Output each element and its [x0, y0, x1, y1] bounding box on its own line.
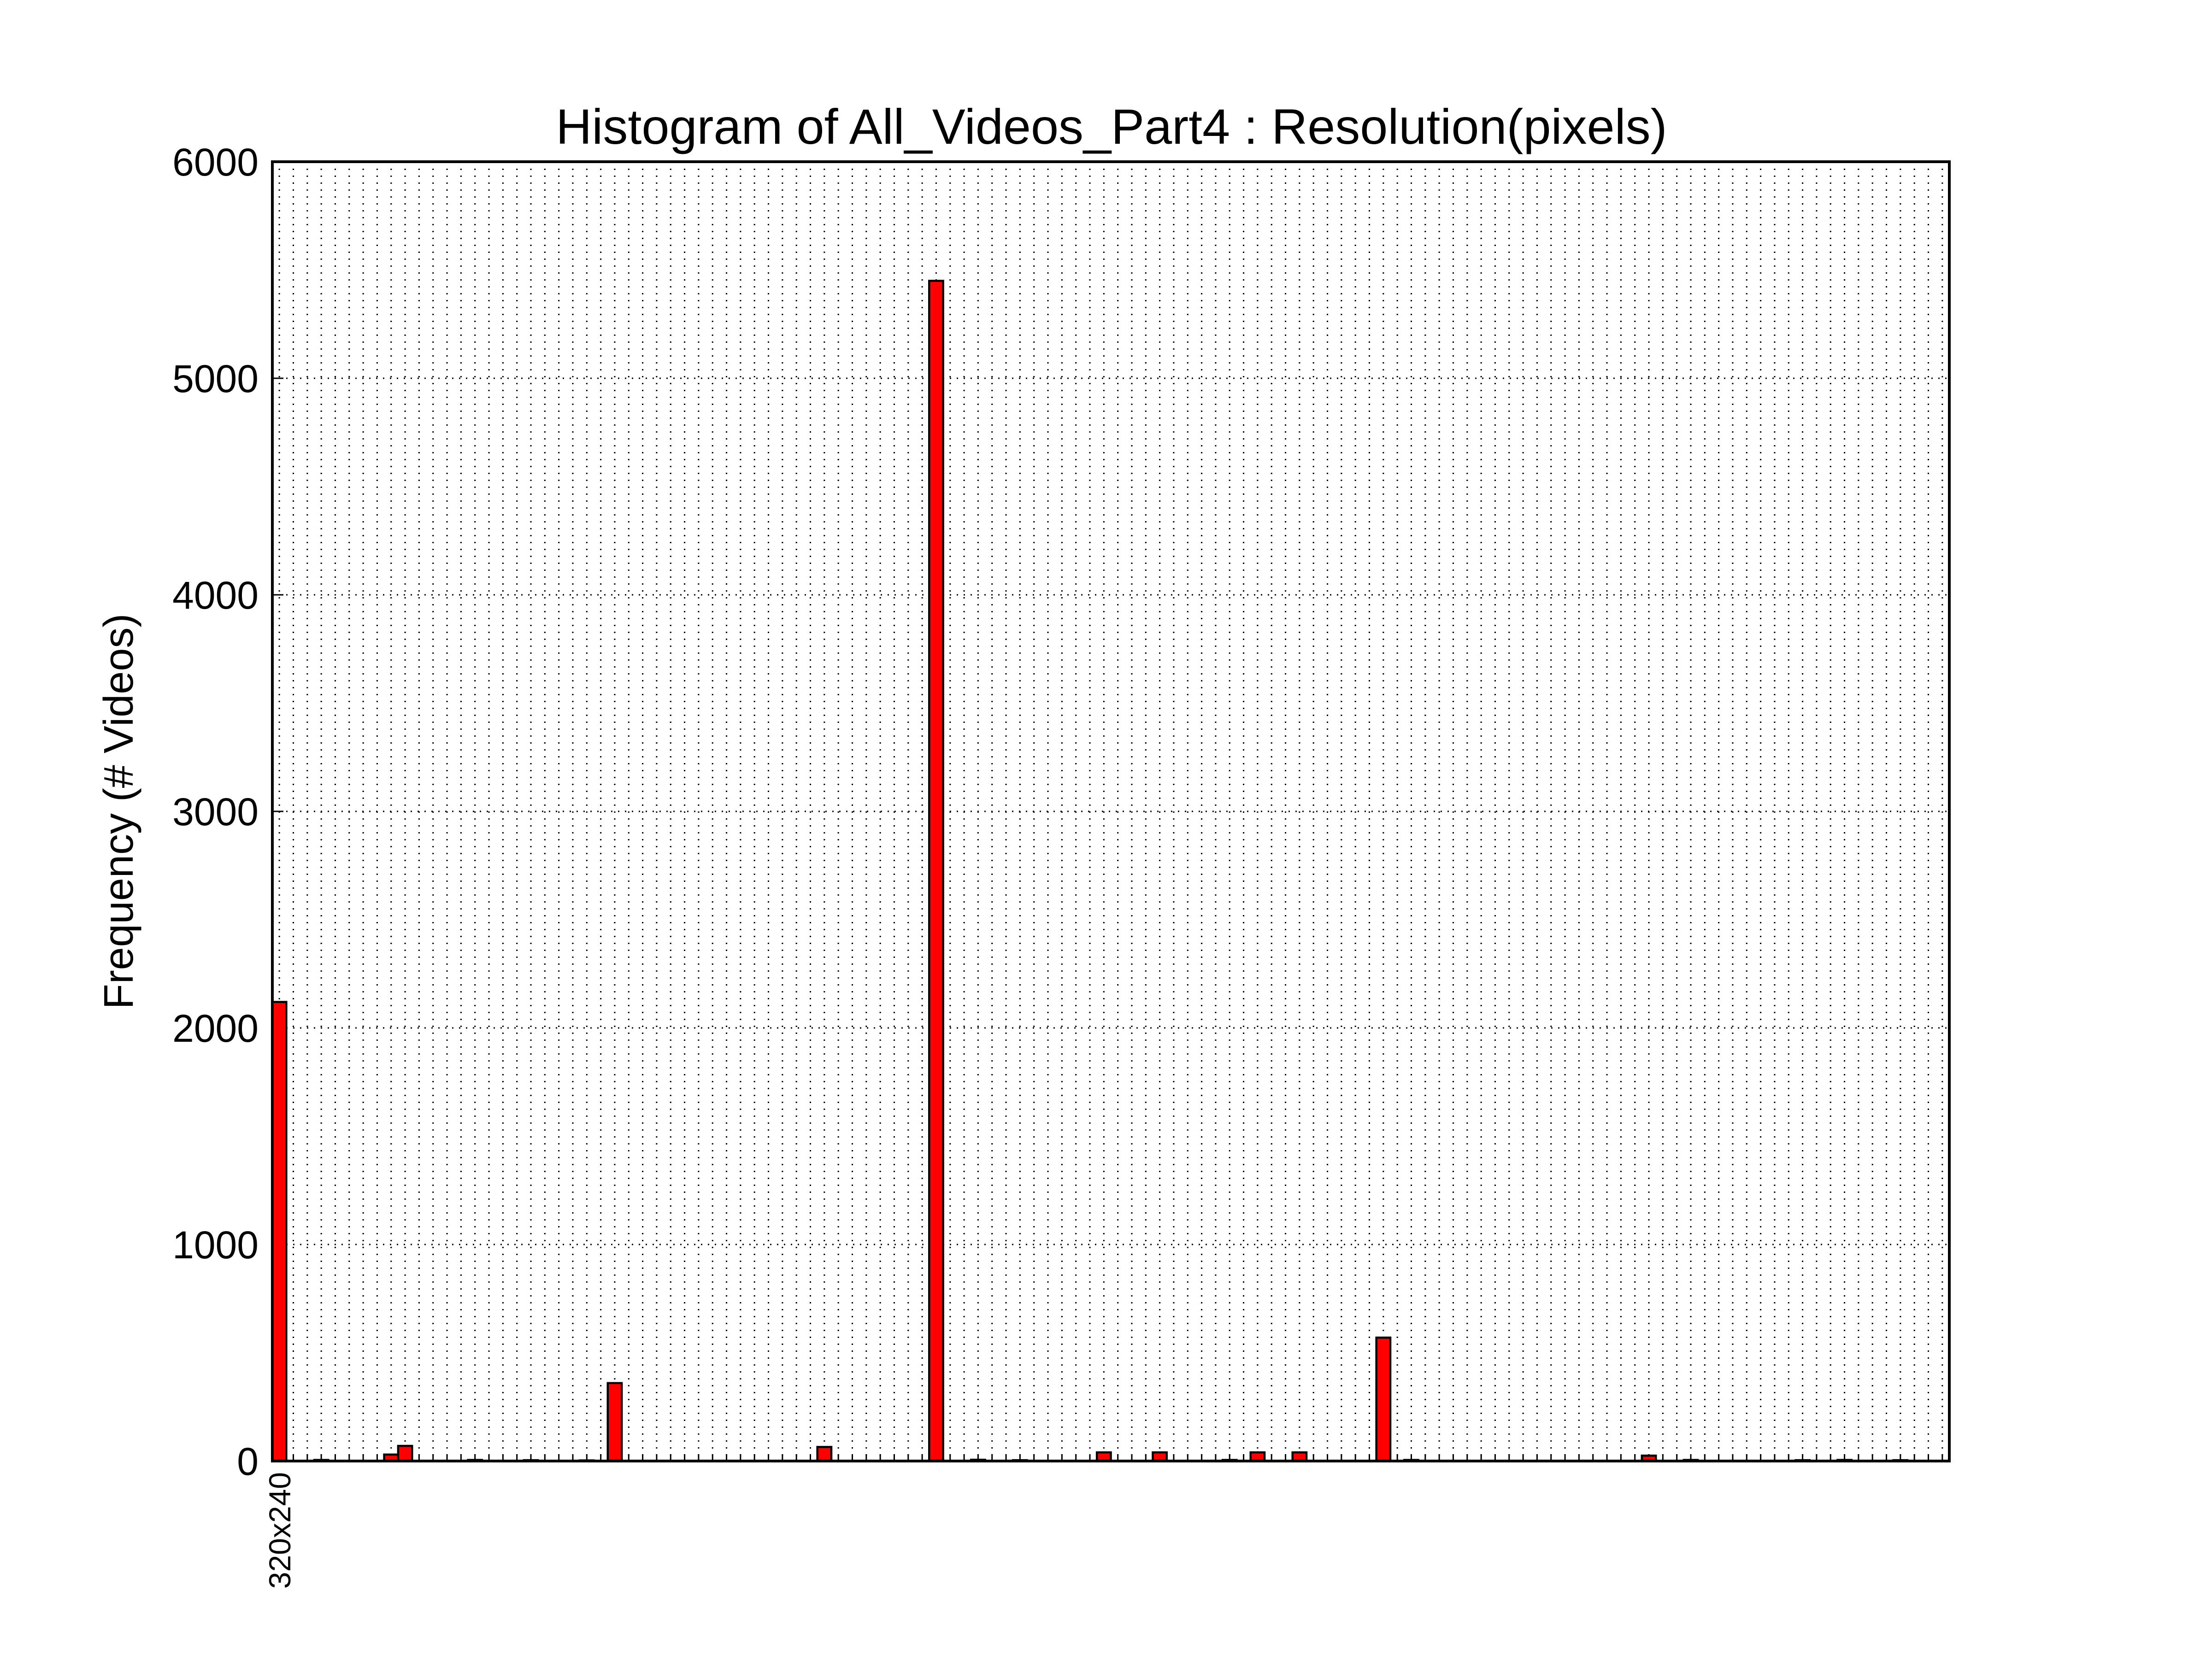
- y-tick-label: 6000: [172, 141, 259, 184]
- bar: [1375, 1336, 1392, 1462]
- y-tick-label: 2000: [172, 1007, 259, 1050]
- bar: [816, 1446, 833, 1462]
- y-tick-label: 0: [237, 1440, 259, 1483]
- y-tick-label: 1000: [172, 1223, 259, 1267]
- y-axis-label: Frequency (# Videos): [96, 614, 142, 1010]
- chart-title: Histogram of All_Videos_Part4 : Resoluti…: [556, 99, 1667, 154]
- bar: [928, 280, 944, 1462]
- bar: [606, 1382, 623, 1462]
- bar: [397, 1444, 413, 1462]
- bar: [271, 1001, 288, 1462]
- y-tick-label: 3000: [172, 790, 259, 833]
- y-tick-label: 5000: [172, 357, 259, 400]
- x-tick-label: 320x240: [263, 1472, 297, 1589]
- plot-frame: [271, 160, 1951, 1462]
- y-tick-label: 4000: [172, 574, 259, 617]
